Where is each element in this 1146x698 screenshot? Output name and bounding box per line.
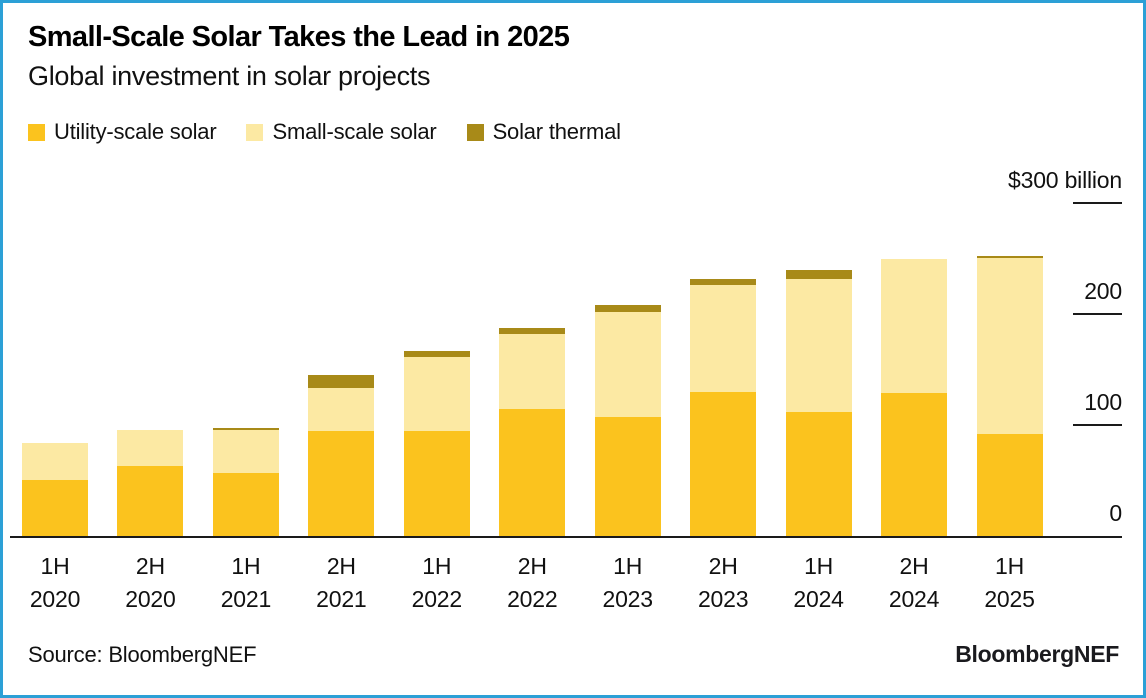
bar-segment xyxy=(403,351,470,357)
legend-label: Utility-scale solar xyxy=(54,119,217,144)
bar-2h-2023 xyxy=(690,279,757,536)
bar-segment xyxy=(976,258,1043,434)
bar-1h-2022 xyxy=(403,351,470,536)
bar-2h-2024 xyxy=(881,259,948,536)
bar-segment xyxy=(594,305,661,312)
bar-segment xyxy=(976,434,1043,536)
bar-1h-2021 xyxy=(212,428,279,536)
legend: Utility-scale solar Small-scale solar Sola… xyxy=(28,119,621,145)
bar-segment xyxy=(690,392,757,536)
bar-segment xyxy=(690,279,757,285)
bar-segment xyxy=(212,473,279,536)
bar-segment xyxy=(212,428,279,430)
bar-segment xyxy=(308,431,375,536)
y-axis-label: $300 billion xyxy=(1008,167,1122,193)
footer: Source: BloombergNEF BloombergNEF xyxy=(28,641,1119,668)
bar-1h-2025 xyxy=(976,256,1043,536)
bar-segment xyxy=(785,270,852,279)
bar-segment xyxy=(594,417,661,536)
x-axis-label: 2H 2023 xyxy=(697,553,749,612)
page-title: Small-Scale Solar Takes the Lead in 2025 xyxy=(28,21,570,53)
bar-segment xyxy=(881,393,948,536)
bar-2h-2021 xyxy=(308,375,375,536)
legend-label: Solar thermal xyxy=(492,119,621,144)
chart-subtitle: Global investment in solar projects xyxy=(28,61,431,91)
x-axis-label: 2H 2024 xyxy=(888,553,940,612)
x-axis-label: 1H 2021 xyxy=(220,553,272,612)
y-axis-tick xyxy=(1073,313,1122,315)
x-axis-label: 1H 2022 xyxy=(411,553,463,612)
bar-segment xyxy=(212,430,279,473)
plot-area: $300 billion 200 100 0 1H 2020 2H 2020 1H 2021 2H 2… xyxy=(3,3,1143,695)
y-axis-label: 0 xyxy=(1109,500,1122,526)
bar-segment xyxy=(499,328,566,334)
legend-item: Small-scale solar xyxy=(246,119,437,145)
bar-segment xyxy=(22,480,88,536)
x-axis-label: 2H 2020 xyxy=(125,553,176,612)
legend-swatch-icon xyxy=(246,123,264,141)
bar-1h-2023 xyxy=(594,305,661,536)
bar-1h-2024 xyxy=(785,270,852,536)
bar-segment xyxy=(594,312,661,417)
legend-item: Utility-scale solar xyxy=(28,119,217,145)
x-axis-label: 2H 2021 xyxy=(316,553,367,612)
x-axis-label: 1H 2024 xyxy=(793,553,844,612)
bloombergnef-logo: BloombergNEF xyxy=(955,641,1119,667)
bar-segment xyxy=(117,466,184,536)
legend-item: Solar thermal xyxy=(466,119,621,145)
y-axis-label: 200 xyxy=(1084,278,1122,304)
bar-segment xyxy=(976,256,1043,258)
y-axis-label: 100 xyxy=(1084,389,1122,415)
bar-2h-2022 xyxy=(499,328,566,536)
x-axis-label: 2H 2022 xyxy=(507,553,558,612)
bar-1h-2020 xyxy=(22,443,88,536)
bar-segment xyxy=(690,285,757,392)
legend-swatch-icon xyxy=(28,123,45,141)
bar-segment xyxy=(881,259,948,393)
source-note: Source: BloombergNEF xyxy=(28,642,257,667)
x-axis-line xyxy=(10,536,1122,538)
legend-label: Small-scale solar xyxy=(272,119,437,144)
bar-segment xyxy=(308,388,375,431)
bar-segment xyxy=(499,334,566,409)
x-axis-label: 1H 2020 xyxy=(29,553,81,612)
x-axis-label: 1H 2025 xyxy=(984,553,1035,612)
bar-segment xyxy=(785,279,852,412)
x-axis-label: 1H 2023 xyxy=(602,553,654,612)
bar-segment xyxy=(22,443,88,480)
bar-2h-2020 xyxy=(117,430,184,536)
bar-segment xyxy=(403,431,470,536)
bar-segment xyxy=(308,375,375,388)
bar-segment xyxy=(117,430,184,466)
legend-swatch-icon xyxy=(466,123,484,141)
y-axis-tick xyxy=(1073,424,1122,426)
bar-segment xyxy=(499,409,566,536)
bar-segment xyxy=(785,412,852,536)
y-axis-tick xyxy=(1073,202,1122,204)
bar-segment xyxy=(403,357,470,431)
